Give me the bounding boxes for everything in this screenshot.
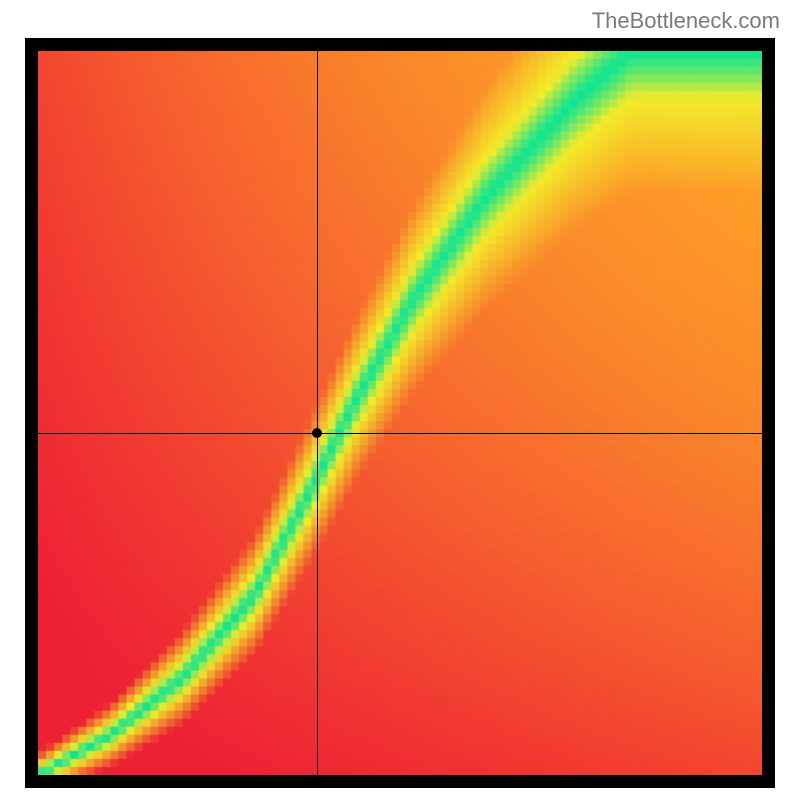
chart-container: TheBottleneck.com xyxy=(0,0,800,800)
crosshair-dot xyxy=(312,428,322,438)
crosshair-vertical xyxy=(317,51,318,775)
heatmap-canvas xyxy=(38,51,762,775)
plot-frame xyxy=(25,38,775,788)
crosshair-horizontal xyxy=(38,433,762,434)
watermark-text: TheBottleneck.com xyxy=(592,8,780,34)
